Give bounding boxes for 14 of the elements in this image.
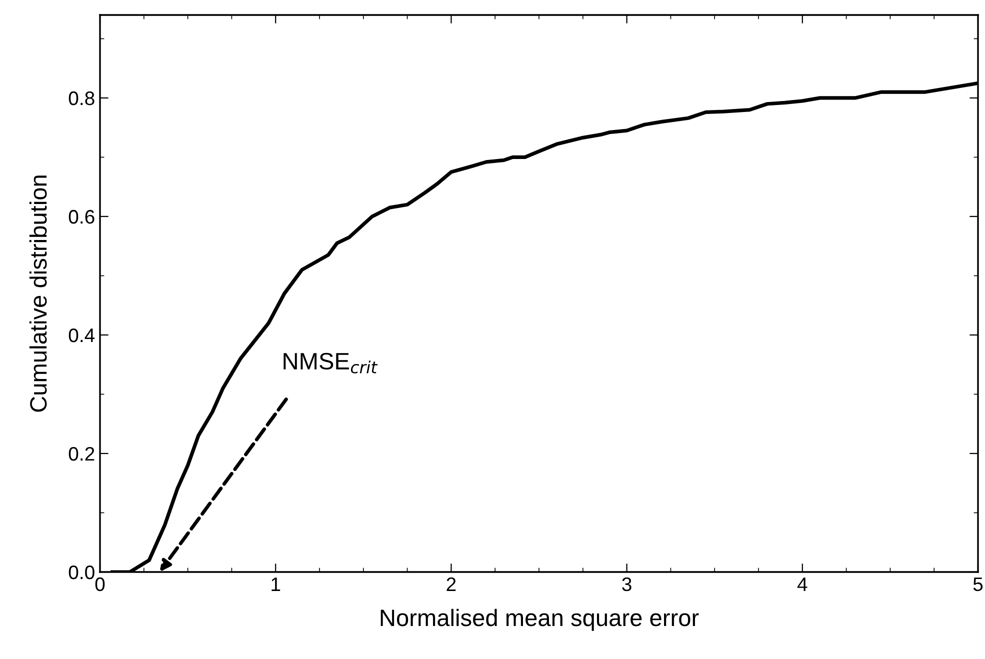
- y-tick-label: 0.6: [68, 210, 94, 224]
- x-axis-title: Normalised mean square error: [380, 608, 699, 631]
- x-tick-label: 3: [622, 577, 632, 592]
- y-axis-title: Cumulative distribution: [29, 176, 47, 412]
- y-tick-label: 0.2: [68, 446, 94, 461]
- x-tick-label: 0: [95, 577, 105, 592]
- x-tick-label: 2: [446, 577, 456, 591]
- y-tick-label: 0.4: [68, 328, 95, 342]
- x-tick-label: 5: [973, 578, 983, 592]
- x-tick-label: 4: [797, 578, 808, 591]
- y-tick-label: 0.8: [68, 91, 94, 106]
- y-tick-label: 0.0: [68, 565, 94, 580]
- x-tick-label: 1: [272, 578, 280, 591]
- annotation: NMSE$_{crit}$: [284, 352, 378, 374]
